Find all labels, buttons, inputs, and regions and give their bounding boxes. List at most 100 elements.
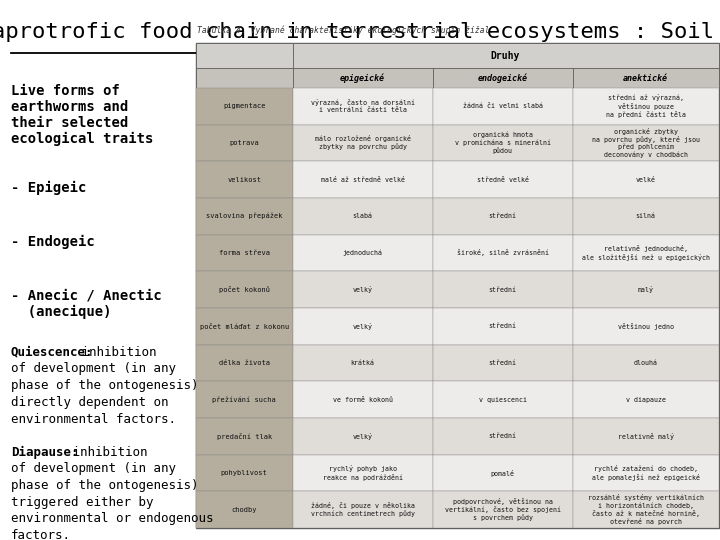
- Bar: [196, 271, 292, 308]
- Bar: [572, 381, 719, 418]
- Bar: [196, 455, 292, 491]
- Text: of development (in any: of development (in any: [11, 462, 176, 475]
- Text: malý: malý: [638, 286, 654, 293]
- Text: střední: střední: [489, 360, 517, 366]
- Bar: [433, 491, 572, 528]
- Text: pomalé: pomalé: [490, 470, 515, 477]
- Text: epigeické: epigeické: [340, 73, 385, 83]
- Text: rychlé zatažení do chodeb,
ale pomalejší než epigeické: rychlé zatažení do chodeb, ale pomalejší…: [592, 465, 700, 481]
- Text: phase of the ontogenesis): phase of the ontogenesis): [11, 479, 198, 492]
- Bar: [572, 308, 719, 345]
- Text: - Anecic / Anectic
  (anecique): - Anecic / Anectic (anecique): [11, 289, 161, 319]
- Text: svalovina přepážek: svalovina přepážek: [206, 213, 282, 219]
- Text: environmental factors.: environmental factors.: [11, 413, 176, 426]
- Bar: [196, 125, 292, 161]
- Bar: [196, 198, 292, 234]
- Text: triggered either by: triggered either by: [11, 496, 153, 509]
- Bar: [292, 455, 433, 491]
- Text: krátká: krátká: [351, 360, 374, 366]
- Text: rychlý pohyb jako
reakce na podráždění: rychlý pohyb jako reakce na podráždění: [323, 465, 402, 481]
- Text: phase of the ontogenesis): phase of the ontogenesis): [11, 379, 198, 392]
- Text: potrava: potrava: [229, 140, 259, 146]
- Text: Tabulka 4. Vybrané charakteristiky ekologických skupin žížal.: Tabulka 4. Vybrané charakteristiky ekolo…: [197, 25, 495, 35]
- Text: široké, silně zvrásnění: široké, silně zvrásnění: [456, 249, 549, 256]
- Bar: [292, 308, 433, 345]
- Text: directly dependent on: directly dependent on: [11, 396, 168, 409]
- Text: slabá: slabá: [353, 213, 372, 219]
- Text: přežívání sucha: přežívání sucha: [212, 396, 276, 403]
- Text: Druhy: Druhy: [491, 51, 521, 61]
- Text: pohyblivost: pohyblivost: [221, 470, 268, 476]
- Text: inhibition: inhibition: [65, 446, 148, 458]
- Bar: [292, 43, 719, 69]
- Bar: [292, 161, 433, 198]
- Bar: [433, 381, 572, 418]
- Bar: [433, 418, 572, 455]
- Text: rozsáhlé systémy vertikálních
i horizontálních chodeb,
často až k matečné hornin: rozsáhlé systémy vertikálních i horizont…: [588, 494, 703, 525]
- Bar: [433, 308, 572, 345]
- Bar: [196, 88, 292, 125]
- Bar: [292, 88, 433, 125]
- Text: factors.: factors.: [11, 529, 71, 540]
- Bar: [196, 308, 292, 345]
- Text: - Epigeic: - Epigeic: [11, 181, 86, 195]
- Text: málo rozložené organické
zbytky na povrchu půdy: málo rozložené organické zbytky na povrc…: [315, 136, 410, 150]
- Text: žádná či velmi slabá: žádná či velmi slabá: [463, 103, 543, 109]
- Bar: [433, 234, 572, 271]
- Text: počet kokonů: počet kokonů: [219, 286, 270, 293]
- Text: relativně jednoduché,
ale složitější než u epigeických: relativně jednoduché, ale složitější než…: [582, 245, 710, 260]
- Bar: [572, 161, 719, 198]
- Bar: [572, 418, 719, 455]
- Text: forma střeva: forma střeva: [219, 250, 270, 256]
- Bar: [433, 198, 572, 234]
- Bar: [572, 234, 719, 271]
- Text: velikost: velikost: [228, 177, 261, 183]
- Text: environmental or endogenous: environmental or endogenous: [11, 512, 213, 525]
- Bar: [196, 69, 292, 88]
- Text: pigmentace: pigmentace: [223, 103, 266, 109]
- Bar: [196, 43, 719, 528]
- Text: žádné, či pouze v několika
vrchních centimetrech půdy: žádné, či pouze v několika vrchních cent…: [310, 502, 415, 517]
- Bar: [433, 161, 572, 198]
- Text: relativně malý: relativně malý: [618, 433, 674, 440]
- Text: dlouhá: dlouhá: [634, 360, 657, 366]
- Text: v diapauze: v diapauze: [626, 397, 666, 403]
- Bar: [196, 43, 292, 69]
- Bar: [433, 345, 572, 381]
- Text: Quiescence:: Quiescence:: [11, 346, 94, 359]
- Text: střední: střední: [489, 213, 517, 219]
- Text: střední: střední: [489, 323, 517, 329]
- Bar: [572, 345, 719, 381]
- Bar: [292, 69, 433, 88]
- Bar: [572, 198, 719, 234]
- Text: endogeické: endogeické: [477, 73, 528, 83]
- Bar: [196, 381, 292, 418]
- Bar: [196, 234, 292, 271]
- Text: středně velké: středně velké: [477, 177, 528, 183]
- Text: organické zbytky
na povrchu půdy, které jsou
před pohlcením
deconovány v chodbác: organické zbytky na povrchu půdy, které …: [592, 127, 700, 158]
- Text: - Endogeic: - Endogeic: [11, 235, 94, 249]
- Bar: [196, 161, 292, 198]
- Bar: [292, 491, 433, 528]
- Bar: [292, 381, 433, 418]
- Bar: [292, 125, 433, 161]
- Text: organická hmota
v promíchána s minerální
půdou: organická hmota v promíchána s minerální…: [454, 132, 551, 154]
- Text: of development (in any: of development (in any: [11, 362, 176, 375]
- Bar: [433, 455, 572, 491]
- Text: střední: střední: [489, 434, 517, 440]
- Bar: [433, 271, 572, 308]
- Text: Live forms of
earthworms and
their selected
ecological traits: Live forms of earthworms and their selec…: [11, 84, 153, 146]
- Bar: [196, 491, 292, 528]
- Text: velký: velký: [353, 323, 372, 330]
- Bar: [572, 88, 719, 125]
- Bar: [292, 345, 433, 381]
- Bar: [196, 345, 292, 381]
- Text: velký: velký: [353, 433, 372, 440]
- Text: anektické: anektické: [623, 73, 668, 83]
- Bar: [292, 418, 433, 455]
- Bar: [572, 125, 719, 161]
- Bar: [196, 418, 292, 455]
- Text: inhibition: inhibition: [74, 346, 157, 359]
- Text: Diapause:: Diapause:: [11, 446, 78, 458]
- Text: velké: velké: [636, 177, 656, 183]
